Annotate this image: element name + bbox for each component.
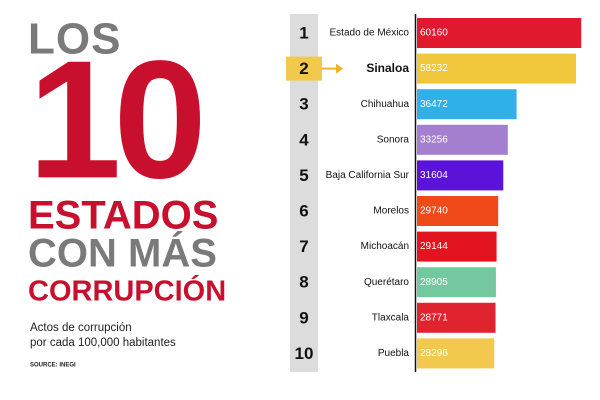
- value-label: 28296: [420, 348, 448, 359]
- rank: 4: [299, 130, 309, 149]
- bar: [417, 18, 582, 48]
- subtitle: Actos de corrupción: [30, 322, 132, 334]
- category-label: Sinaloa: [366, 61, 409, 75]
- title-line: CORRUPCIÓN: [28, 274, 226, 308]
- value-label: 33256: [420, 134, 448, 145]
- category-label: Puebla: [378, 348, 410, 359]
- category-label: Estado de México: [330, 28, 410, 39]
- bar: [417, 53, 576, 84]
- rank-highlight: [286, 56, 322, 81]
- category-label: Michoacán: [361, 241, 409, 252]
- subtitle: por cada 100,000 habitantes: [30, 337, 176, 349]
- bar: [417, 338, 495, 369]
- value-label: 58232: [420, 63, 448, 74]
- bar: [417, 231, 497, 262]
- title-line: ESTADOS: [28, 194, 218, 238]
- rank: 3: [299, 95, 308, 114]
- category-label: Querétaro: [364, 277, 409, 288]
- value-label: 28771: [420, 312, 448, 323]
- category-label: Morelos: [373, 206, 409, 217]
- bar: [417, 267, 496, 298]
- rank: 8: [299, 273, 308, 292]
- bar: [417, 160, 504, 191]
- bar: [417, 124, 508, 155]
- title-line: 10: [28, 25, 200, 213]
- rank: 2: [299, 59, 308, 78]
- rank: 1: [299, 23, 308, 42]
- value-label: 29740: [420, 206, 448, 217]
- category-label: Sonora: [377, 134, 410, 145]
- rank: 7: [299, 237, 308, 256]
- value-label: 60160: [420, 28, 448, 39]
- value-label: 29144: [420, 241, 448, 252]
- source: SOURCE: INEGI: [30, 363, 76, 369]
- rank: 5: [299, 166, 308, 185]
- title-line: LOS: [28, 15, 121, 64]
- value-label: 36472: [420, 99, 448, 110]
- rank: 9: [299, 308, 308, 327]
- value-label: 28905: [420, 277, 448, 288]
- bar: [417, 196, 499, 226]
- category-label: Baja California Sur: [326, 170, 410, 181]
- value-label: 31604: [420, 170, 448, 181]
- rank: 10: [295, 344, 314, 363]
- bar: [417, 89, 517, 120]
- title-line: CON MÁS: [28, 231, 217, 276]
- arrow-head: [336, 63, 343, 74]
- category-label: Chihuahua: [361, 99, 410, 110]
- bar: [417, 302, 496, 333]
- category-label: Tlaxcala: [372, 312, 410, 323]
- rank: 6: [299, 201, 308, 220]
